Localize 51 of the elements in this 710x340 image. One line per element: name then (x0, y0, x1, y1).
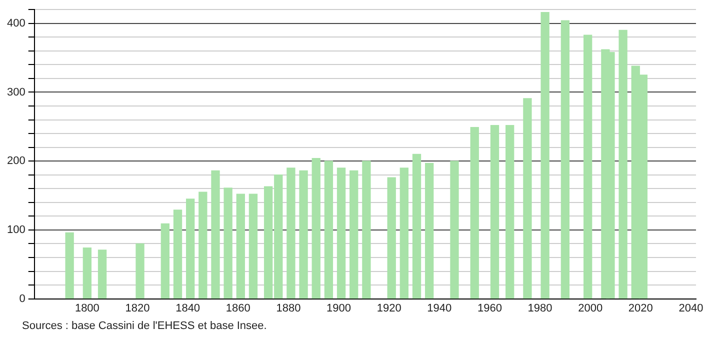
bar (160, 223, 170, 299)
bar (506, 124, 514, 299)
bar (98, 250, 107, 299)
x-tick-label: 1960 (477, 302, 502, 314)
bar (65, 232, 74, 299)
bar (173, 210, 182, 299)
y-tick-label: 400 (6, 17, 26, 30)
bar (540, 12, 550, 299)
bar (336, 168, 346, 299)
x-tick-label: 1800 (74, 302, 100, 314)
bar (136, 243, 144, 299)
x-tick-label: 1980 (528, 302, 552, 314)
y-tick-label: 200 (6, 155, 26, 168)
bar (560, 20, 570, 299)
bar (450, 160, 459, 299)
bar (82, 248, 92, 299)
bar (236, 194, 245, 299)
bar (362, 160, 371, 299)
bar (198, 192, 208, 299)
bar (490, 124, 500, 299)
bar (387, 177, 396, 299)
x-tick-label: 1860 (226, 302, 250, 314)
bar (299, 170, 308, 299)
bar (618, 30, 628, 299)
x-tick-label: 1820 (125, 302, 150, 314)
y-tick-label: 100 (6, 224, 26, 236)
y-tick-label: 0 (19, 292, 26, 305)
bar (523, 98, 532, 299)
y-tick-label: 300 (6, 86, 26, 98)
x-tick-label: 1880 (276, 302, 301, 314)
x-tick-label: 1940 (427, 302, 452, 314)
bar (400, 168, 408, 299)
bar (286, 168, 296, 299)
bar (248, 194, 258, 299)
bar (224, 188, 232, 299)
bar (350, 170, 358, 299)
bar (412, 154, 422, 299)
bar (211, 170, 220, 299)
bar (583, 34, 592, 299)
bar (312, 158, 320, 299)
x-tick-label: 2040 (678, 302, 704, 314)
x-tick-label: 1900 (326, 302, 352, 314)
bar (425, 162, 434, 299)
x-tick-label: 2000 (578, 302, 603, 314)
bar (324, 160, 334, 299)
x-tick-label: 2020 (628, 302, 653, 314)
source-note: Sources : base Cassini de l'EHESS et base Insee. (22, 320, 267, 332)
bar (470, 127, 479, 299)
bar (186, 198, 195, 299)
x-tick-label: 1840 (176, 302, 200, 314)
x-tick-label: 1920 (376, 302, 402, 314)
